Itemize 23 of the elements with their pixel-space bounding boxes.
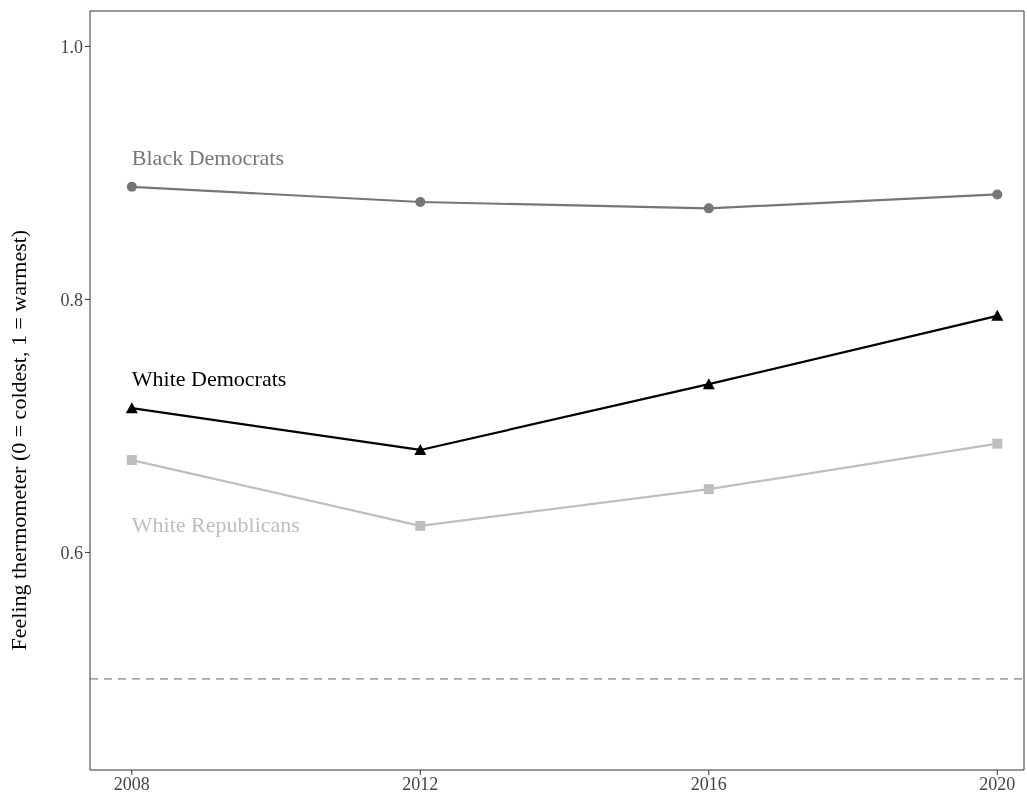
- point: [991, 309, 1004, 321]
- point: [126, 455, 137, 466]
- point: [415, 520, 426, 531]
- series-label: White Republicans: [131, 512, 300, 538]
- y-axis-title: Feeling thermometer (0 = coldest, 1 = warmest): [5, 229, 31, 651]
- point: [414, 443, 427, 455]
- x-tick-label: 2008: [113, 773, 150, 794]
- y-tick-label: 0.6: [60, 542, 83, 563]
- y-tick-label: 1.0: [60, 36, 83, 57]
- series-label: White Democrats: [131, 366, 287, 392]
- point: [992, 189, 1003, 200]
- point: [992, 438, 1003, 449]
- point: [125, 402, 138, 414]
- point: [703, 203, 714, 214]
- series-label: Black Democrats: [131, 144, 284, 170]
- y-tick-label: 0.8: [60, 289, 83, 310]
- x-tick-label: 2016: [690, 773, 727, 794]
- point: [702, 378, 715, 390]
- x-tick-label: 2020: [979, 773, 1016, 794]
- x-tick-label: 2012: [402, 773, 439, 794]
- point: [415, 197, 426, 208]
- point: [126, 181, 137, 192]
- point: [703, 484, 714, 495]
